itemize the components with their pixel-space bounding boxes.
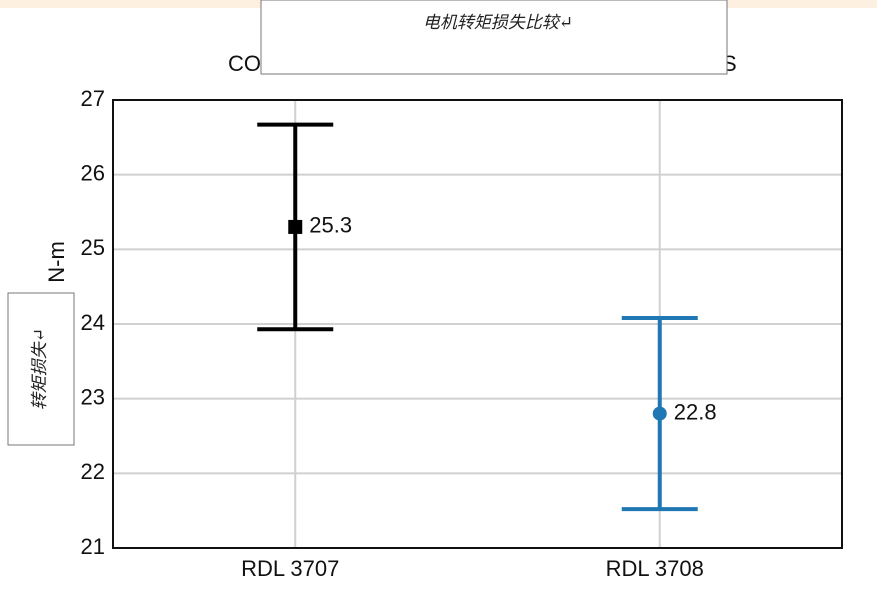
title-overlay-box xyxy=(260,0,728,75)
y-tick-label: 21 xyxy=(81,534,105,559)
data-label: 25.3 xyxy=(309,213,352,238)
overlay-ylabel: 转矩损失↵ xyxy=(30,328,49,410)
y-tick-label: 24 xyxy=(81,310,105,335)
x-tick-label: RDL 3707 xyxy=(241,556,339,581)
y-tick-label: 23 xyxy=(81,384,105,409)
y-tick-label: 27 xyxy=(81,86,105,111)
ylabel-overlay-box xyxy=(7,292,75,446)
y-tick-label: 25 xyxy=(81,235,105,260)
plot-area: 21 22 23 24 25 26 27 RDL 3707 25.3 RDL 3708 22.8 xyxy=(81,86,843,581)
x-tick-label: RDL 3708 xyxy=(606,556,704,581)
overlay-title: 电机转矩损失比较↵ xyxy=(423,13,573,32)
data-point xyxy=(652,406,667,421)
y-tick-label: 22 xyxy=(81,459,105,484)
plot-frame xyxy=(112,99,843,549)
y-tick-label: 26 xyxy=(81,160,105,185)
chart-title-fragment: CO xyxy=(228,51,261,76)
data-label: 22.8 xyxy=(674,399,717,424)
data-point xyxy=(288,219,303,234)
y-axis-label: N-m xyxy=(44,241,69,283)
